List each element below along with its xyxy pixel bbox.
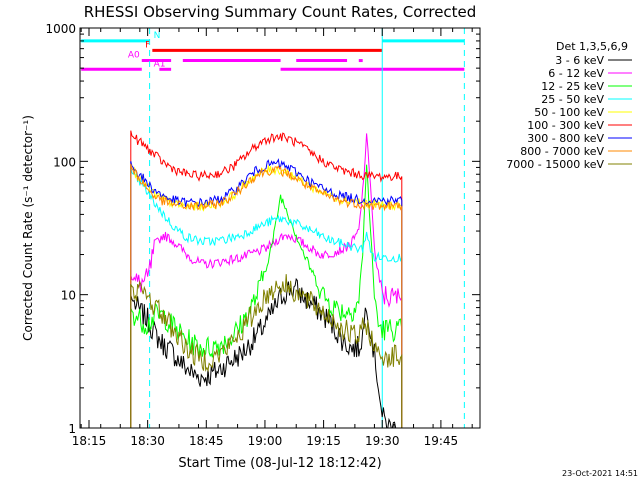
series-line-2 (130, 133, 403, 428)
legend-label: 6 - 12 keV (548, 67, 604, 80)
footer-timestamp: 23-Oct-2021 14:51 (562, 469, 638, 478)
x-tick-label: 19:15 (306, 434, 341, 448)
y-tick-label: 1000 (45, 22, 76, 36)
series-line-9 (130, 274, 403, 428)
chart-title: RHESSI Observing Summary Count Rates, Co… (84, 3, 477, 21)
legend-label: 3 - 6 keV (555, 54, 604, 67)
legend-label: 300 - 800 keV (527, 132, 604, 145)
plot-frame (79, 27, 481, 429)
x-tick-label: 18:15 (72, 434, 107, 448)
legend-label: 25 - 50 keV (541, 93, 604, 106)
series-line-1 (130, 277, 402, 429)
status-bar-label-a1: A1 (154, 59, 166, 69)
y-tick-label: 10 (61, 289, 76, 303)
legend-label: 7000 - 15000 keV (506, 158, 604, 171)
x-axis-label: Start Time (08-Jul-12 18:12:42) (178, 456, 381, 471)
series-line-8 (130, 163, 403, 428)
x-tick-label: 19:30 (365, 434, 400, 448)
status-bar-label-n: N (154, 31, 161, 41)
axes: 18:15 18:30 18:45 19:00 19:15 19:30 19:45 1 10 10… (45, 22, 481, 448)
legend-title: Det 1,3,5,6,9 (556, 40, 628, 53)
series-line-4 (130, 167, 403, 428)
legend-label: 50 - 100 keV (534, 106, 604, 119)
legend-label: 100 - 300 keV (527, 119, 604, 132)
x-tick-label: 18:30 (130, 434, 165, 448)
x-tick-label: 18:45 (189, 434, 224, 448)
status-bars: NF A0 A1 (81, 31, 465, 71)
y-tick-label: 100 (53, 155, 76, 169)
status-bar-label-a0: A0 (128, 51, 140, 61)
series-lines (130, 130, 403, 429)
legend-label: 800 - 7000 keV (520, 145, 604, 158)
y-tick-label: 1 (68, 422, 76, 436)
series-line-3 (130, 164, 403, 428)
legend-label: 12 - 25 keV (541, 80, 604, 93)
status-bar-label-f: F (145, 40, 150, 50)
x-tick-label: 19:45 (424, 434, 459, 448)
boundary-lines (149, 28, 465, 428)
series-line-6 (130, 130, 403, 428)
x-tick-label: 19:00 (248, 434, 283, 448)
y-axis-label: Corrected Count Rate (s⁻¹ detector⁻¹) (21, 115, 35, 341)
